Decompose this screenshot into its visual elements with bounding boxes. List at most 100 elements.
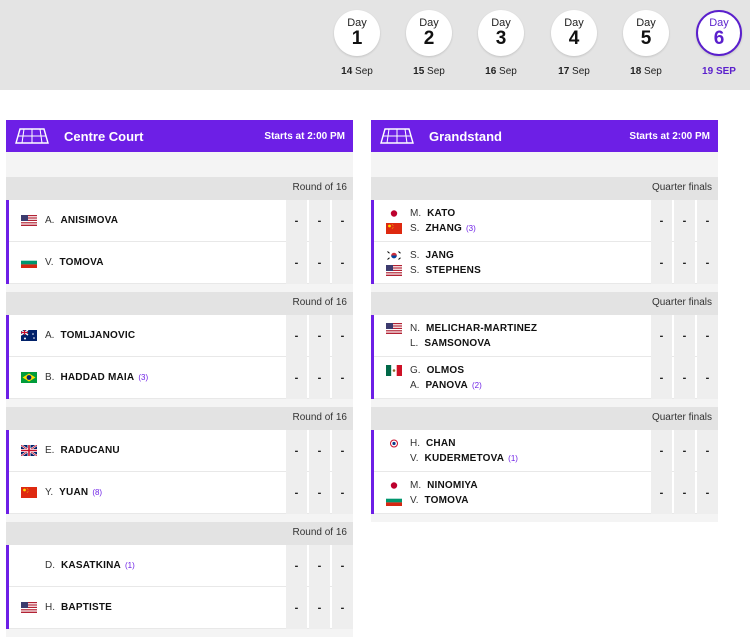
player-surname: TOMLJANOVIC xyxy=(60,330,136,341)
japan-flag-icon xyxy=(386,207,402,219)
set-score: - xyxy=(332,356,353,399)
set-score: - xyxy=(674,314,695,357)
player-line: V. KUDERMETOVA (1) xyxy=(386,451,649,466)
usa-flag-icon xyxy=(21,215,37,226)
player-seed: (3) xyxy=(138,373,149,382)
player-surname: KATO xyxy=(427,207,456,219)
day-circle[interactable]: Day 2 xyxy=(406,10,452,56)
set-score: - xyxy=(697,471,718,514)
day-date-month: SEP xyxy=(715,66,736,77)
set-score: - xyxy=(651,199,672,242)
player-row[interactable]: Y. YUAN (8) - - - xyxy=(9,471,353,514)
day-label: Day xyxy=(636,17,656,29)
player-row[interactable]: N. MELICHAR-MARTINEZ L. SAMSONOVA - - - xyxy=(374,314,718,357)
match-card[interactable]: Round of 16 A. TOMLJANOVIC - - - B. HADDAD MAIA… xyxy=(6,292,353,399)
set-score: - xyxy=(286,199,307,242)
match-body: N. MELICHAR-MARTINEZ L. SAMSONOVA - - - G. OLMOS… xyxy=(371,314,718,399)
set-score: - xyxy=(332,586,353,629)
player-info: A. ANISIMOVA xyxy=(9,213,284,228)
set-score: - xyxy=(697,429,718,472)
player-initial: V. xyxy=(410,452,419,464)
match-card[interactable]: Quarter finals M. KATO S. ZHANG (3) - - - S. JANG S… xyxy=(371,177,718,284)
set-score: - xyxy=(332,314,353,357)
court-start-time: Starts at 2:00 PM xyxy=(629,130,710,142)
match-card[interactable]: Quarter finals H. CHAN V. KUDERMETOVA (1) - - - M… xyxy=(371,407,718,514)
round-label: Round of 16 xyxy=(6,177,353,200)
player-row[interactable]: B. HADDAD MAIA (3) - - - xyxy=(9,356,353,399)
player-info: G. OLMOS A. PANOVA (2) xyxy=(374,363,649,393)
player-line: M. KATO xyxy=(386,206,649,221)
match-separator xyxy=(371,399,718,407)
bulgaria-flag-icon xyxy=(386,494,402,506)
player-row[interactable]: G. OLMOS A. PANOVA (2) - - - xyxy=(374,356,718,399)
day-number: 3 xyxy=(495,28,507,49)
day-label: Day xyxy=(491,17,511,29)
player-line: V. TOMOVA xyxy=(386,493,649,508)
tennis-court-icon xyxy=(379,127,415,145)
day-date-day: 19 xyxy=(702,66,714,77)
match-separator xyxy=(371,284,718,292)
day-circle[interactable]: Day 3 xyxy=(478,10,524,56)
match-card[interactable]: Round of 16 A. ANISIMOVA - - - V. TOMOVA - - - xyxy=(6,177,353,284)
day-date-day: 15 xyxy=(413,66,425,77)
match-card[interactable]: Round of 16 E. RADUCANU - - - Y. YUAN (8) - - - xyxy=(6,407,353,514)
day-date-month: Sep xyxy=(572,66,590,77)
day-tab-6[interactable]: Day 6 19 SEP xyxy=(689,10,749,77)
match-card[interactable]: Quarter finals N. MELICHAR-MARTINEZ L. SAMSO… xyxy=(371,292,718,399)
player-row[interactable]: A. ANISIMOVA - - - xyxy=(9,199,353,242)
player-line: E. RADUCANU xyxy=(21,443,284,458)
match-body: A. ANISIMOVA - - - V. TOMOVA - - - xyxy=(6,199,353,284)
set-score: - xyxy=(332,199,353,242)
day-number: 2 xyxy=(423,28,435,49)
player-row[interactable]: H. BAPTISTE - - - xyxy=(9,586,353,629)
player-row[interactable]: A. TOMLJANOVIC - - - xyxy=(9,314,353,357)
player-surname: JANG xyxy=(425,249,455,261)
set-score: - xyxy=(697,314,718,357)
player-row[interactable]: S. JANG S. STEPHENS - - - xyxy=(374,241,718,284)
day-tab-3[interactable]: Day 3 16 Sep xyxy=(471,10,531,77)
player-row[interactable]: V. TOMOVA - - - xyxy=(9,241,353,284)
player-initial: H. xyxy=(45,602,55,613)
china-flag-icon xyxy=(21,487,37,498)
player-row[interactable]: D. KASATKINA (1) - - - xyxy=(9,544,353,587)
player-row[interactable]: M. NINOMIYA V. TOMOVA - - - xyxy=(374,471,718,514)
day-circle[interactable]: Day 1 xyxy=(334,10,380,56)
player-initial: A. xyxy=(45,330,55,341)
match-separator xyxy=(6,399,353,407)
uk-flag-icon xyxy=(21,445,37,456)
court-spacer xyxy=(371,152,718,177)
set-score: - xyxy=(309,241,330,284)
set-score: - xyxy=(651,356,672,399)
set-score: - xyxy=(286,314,307,357)
player-line: A. PANOVA (2) xyxy=(386,378,649,393)
player-row[interactable]: H. CHAN V. KUDERMETOVA (1) - - - xyxy=(374,429,718,472)
australia-flag-icon xyxy=(21,330,37,341)
bulgaria-flag-icon xyxy=(21,257,37,268)
player-row[interactable]: E. RADUCANU - - - xyxy=(9,429,353,472)
player-line: M. NINOMIYA xyxy=(386,478,649,493)
player-surname: ANISIMOVA xyxy=(60,215,119,226)
match-body: E. RADUCANU - - - Y. YUAN (8) - - - xyxy=(6,429,353,514)
player-surname: HADDAD MAIA xyxy=(60,372,135,383)
day-tab-2[interactable]: Day 2 15 Sep xyxy=(399,10,459,77)
day-circle[interactable]: Day 6 xyxy=(696,10,742,56)
day-date: 19 SEP xyxy=(689,66,749,77)
match-card[interactable]: Round of 16 D. KASATKINA (1) - - - H. BAPTISTE - -… xyxy=(6,522,353,629)
match-separator xyxy=(6,514,353,522)
day-date: 18 Sep xyxy=(616,66,676,77)
player-line: H. CHAN xyxy=(386,436,649,451)
day-circle[interactable]: Day 5 xyxy=(623,10,669,56)
day-number: 6 xyxy=(713,28,725,49)
court-start-time: Starts at 2:00 PM xyxy=(264,130,345,142)
player-surname: PANOVA xyxy=(425,379,468,391)
set-score: - xyxy=(332,544,353,587)
player-initial: B. xyxy=(45,372,55,383)
day-tab-4[interactable]: Day 4 17 Sep xyxy=(544,10,604,77)
day-circle[interactable]: Day 4 xyxy=(551,10,597,56)
set-score: - xyxy=(286,586,307,629)
day-tab-1[interactable]: Day 1 14 Sep xyxy=(327,10,387,77)
player-line: S. ZHANG (3) xyxy=(386,221,649,236)
day-tab-5[interactable]: Day 5 18 Sep xyxy=(616,10,676,77)
match-separator xyxy=(6,629,353,637)
player-row[interactable]: M. KATO S. ZHANG (3) - - - xyxy=(374,199,718,242)
